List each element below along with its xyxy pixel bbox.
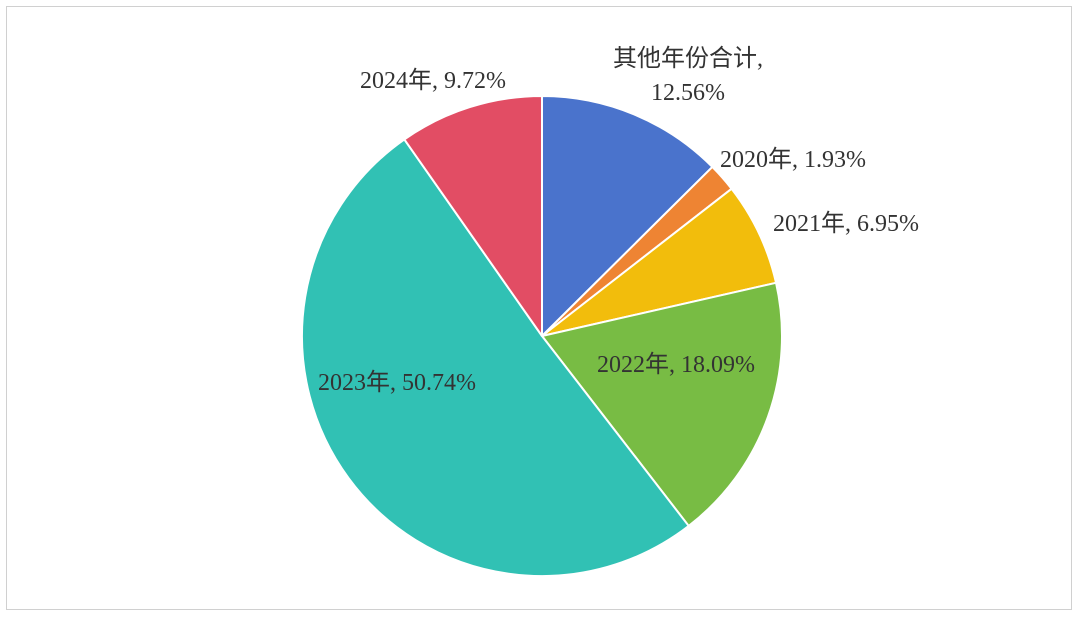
slice-label-4: 2022年, 18.09%: [597, 351, 755, 378]
slice-label-6: 2024年, 9.72%: [360, 67, 506, 94]
pie-slice-1: [541, 95, 714, 337]
slice-label-1: 其他年份合计, 12.56%: [613, 45, 763, 106]
pie-slice-5: [300, 138, 690, 577]
pie-slice-6: [403, 95, 543, 337]
pie-slice-4: [541, 281, 783, 527]
pie-slice-3: [541, 187, 778, 337]
slice-label-5: 2023年, 50.74%: [318, 369, 476, 396]
slice-label-2: 2020年, 1.93%: [720, 146, 866, 173]
slice-label-3: 2021年, 6.95%: [773, 210, 919, 237]
